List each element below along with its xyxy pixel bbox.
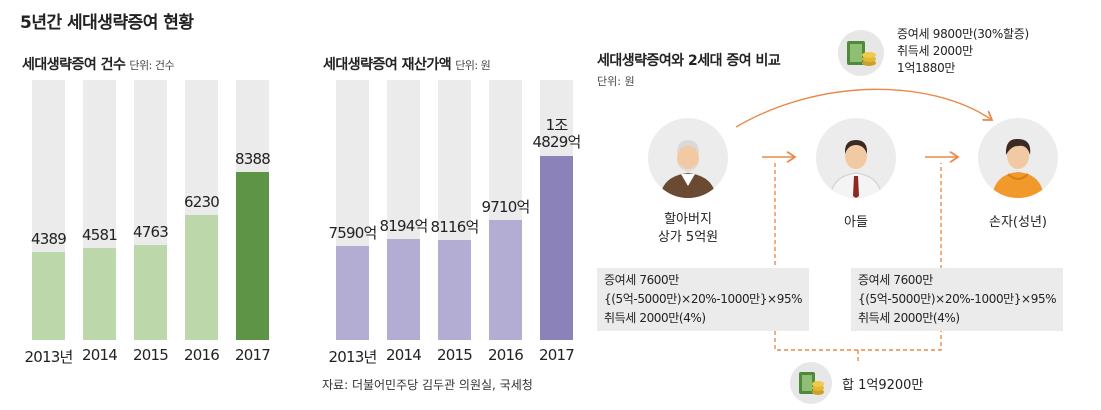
chart1-x-label: 2014 xyxy=(82,346,118,364)
direct-gift-arrow xyxy=(735,88,992,128)
chart1-bar-track xyxy=(83,80,116,340)
father-avatar xyxy=(816,118,896,198)
chart1-bar xyxy=(32,252,65,340)
grandson-avatar xyxy=(978,118,1058,198)
direct-tax-note: 증여세 9800만(30%할증) 취득세 2000만 1억1880만 xyxy=(897,26,1029,77)
source-note: 자료: 더불어민주당 김두관 의원실, 국세청 xyxy=(322,378,533,392)
father-tax-line1: 증여세 7600만 xyxy=(604,273,679,287)
chart2-bar-track xyxy=(387,80,420,340)
chart2-bar xyxy=(438,239,471,340)
chart2-x-label: 2016 xyxy=(488,346,524,364)
chart1-bar xyxy=(83,248,116,340)
chart2-bar xyxy=(540,156,573,340)
chart2-bar xyxy=(387,238,420,340)
chart2-x-label: 2013년 xyxy=(328,348,378,366)
chart1-value-label: 8388 xyxy=(235,150,271,169)
father-tax-box: 증여세 7600만 {(5억-5000만)×20%-1000만}×95% 취득세… xyxy=(597,268,810,331)
money-icon xyxy=(790,362,832,404)
chart2-title-text: 세대생략증여 재산가액 xyxy=(323,57,452,73)
chart1-title-text: 세대생략증여 건수 xyxy=(22,57,126,73)
chart1-x-label: 2016 xyxy=(184,346,220,364)
chart1-unit: 단위: 건수 xyxy=(129,59,175,72)
grandson-tax-line3: 취득세 2000만(4%) xyxy=(858,311,960,325)
chart1-x-label: 2017 xyxy=(235,346,271,364)
grandson-tax-line2: {(5억-5000만)×20%-1000만}×95% xyxy=(858,292,1057,306)
chart2-bar xyxy=(489,219,522,340)
chart1-bar-track xyxy=(236,80,269,340)
comparison-title: 세대생략증여와 2세대 증여 비교 xyxy=(597,53,781,69)
chart2-value-label: 1조 4829억 xyxy=(532,116,582,152)
chart2-bar-track xyxy=(489,80,522,340)
chart2-x-label: 2015 xyxy=(437,346,473,364)
chart1-x-label: 2013년 xyxy=(24,348,74,366)
chart2-value-label: 8116억 xyxy=(430,217,480,236)
grandson-tax-line1: 증여세 7600만 xyxy=(858,273,933,287)
grandfather-label-line1: 할아버지 xyxy=(664,212,712,227)
direct-tax-line1: 증여세 9800만(30%할증) xyxy=(897,27,1029,41)
chart2-bar xyxy=(336,246,369,340)
father-tax-line2: {(5억-5000만)×20%-1000만}×95% xyxy=(604,292,803,306)
chart1-bar-track xyxy=(32,80,65,340)
chart1-bar xyxy=(134,244,167,340)
chart1-bar-track xyxy=(185,80,218,340)
grandfather-label-line2: 상가 5억원 xyxy=(657,230,719,245)
chart2-unit: 단위: 원 xyxy=(455,59,491,72)
comparison-unit: 단위: 원 xyxy=(597,75,635,88)
chart1-value-label: 4581 xyxy=(82,226,118,245)
total-tax: 합 1억9200만 xyxy=(842,378,924,393)
chart2-bar-track xyxy=(438,80,471,340)
chart2-bar-track xyxy=(540,80,573,340)
chart1-value-label: 6230 xyxy=(184,193,220,212)
chart2-bar-track xyxy=(336,80,369,340)
direct-tax-line2: 취득세 2000만 xyxy=(897,44,973,58)
chart2-title: 세대생략증여 재산가액 단위: 원 xyxy=(323,54,491,74)
chart2-x-label: 2014 xyxy=(386,346,422,364)
chart1-x-label: 2015 xyxy=(133,346,169,364)
father-label: 아들 xyxy=(844,215,868,230)
chart1-title: 세대생략증여 건수 단위: 건수 xyxy=(22,54,175,74)
chart2-value-label: 7590억 xyxy=(328,224,378,243)
chart2-value-label: 9710억 xyxy=(481,197,531,216)
direct-tax-line3: 1억1880만 xyxy=(897,61,956,75)
money-icon xyxy=(838,30,884,76)
infographic-title: 5년간 세대생략증여 현황 xyxy=(20,13,194,33)
chart1-value-label: 4389 xyxy=(31,230,67,249)
chart2-x-label: 2017 xyxy=(539,346,575,364)
chart1-value-label: 4763 xyxy=(133,222,169,241)
grandfather-label: 할아버지 상가 5억원 xyxy=(648,211,728,247)
father-tax-line3: 취득세 2000만(4%) xyxy=(604,311,706,325)
chart1-bar xyxy=(185,215,218,340)
chart1-bar-track xyxy=(134,80,167,340)
grandson-label: 손자(성년) xyxy=(989,215,1047,230)
chart1-bar xyxy=(236,172,269,340)
grandson-tax-box: 증여세 7600만 {(5억-5000만)×20%-1000만}×95% 취득세… xyxy=(851,268,1064,331)
chart2-value-label: 8194억 xyxy=(379,216,429,235)
grandfather-avatar xyxy=(648,118,728,198)
